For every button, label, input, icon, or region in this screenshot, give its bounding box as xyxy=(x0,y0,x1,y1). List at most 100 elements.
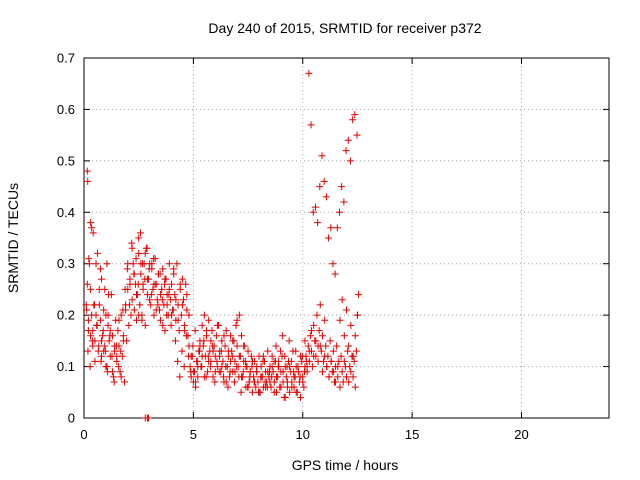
data-point xyxy=(141,321,149,329)
data-point xyxy=(87,285,95,293)
data-point xyxy=(178,275,186,283)
data-point xyxy=(322,193,330,201)
data-point xyxy=(355,291,363,299)
data-point xyxy=(163,301,171,309)
data-point xyxy=(320,177,328,185)
data-point xyxy=(105,291,112,299)
data-point xyxy=(92,260,100,268)
data-point xyxy=(327,224,335,232)
data-point xyxy=(305,69,313,77)
data-point xyxy=(196,347,203,355)
data-point xyxy=(268,373,276,381)
data-point xyxy=(115,363,123,371)
data-point xyxy=(101,347,109,355)
data-point xyxy=(311,203,319,211)
data-point xyxy=(181,327,189,335)
data-point xyxy=(248,363,256,371)
data-point xyxy=(308,327,315,335)
x-tick-label: 5 xyxy=(190,427,197,442)
data-point xyxy=(264,347,272,355)
data-point xyxy=(240,342,248,350)
data-point xyxy=(279,332,287,340)
data-point xyxy=(130,270,138,278)
y-tick-label: 0.3 xyxy=(57,256,75,271)
data-point xyxy=(336,383,344,391)
data-point xyxy=(115,316,123,324)
data-point xyxy=(343,306,350,314)
x-tick-label: 0 xyxy=(80,427,87,442)
data-point xyxy=(250,378,258,386)
data-points xyxy=(83,69,363,422)
data-point xyxy=(93,321,101,329)
data-point xyxy=(263,383,271,391)
data-point xyxy=(189,342,197,350)
data-point xyxy=(296,373,304,381)
data-point xyxy=(136,301,144,309)
data-point xyxy=(351,383,359,391)
y-tick-label: 0 xyxy=(68,411,75,426)
data-point xyxy=(98,337,105,345)
data-point xyxy=(336,208,343,216)
data-point xyxy=(340,357,348,365)
data-point xyxy=(168,280,175,288)
y-axis-title: SRMTID / TECUs xyxy=(5,183,21,293)
data-point xyxy=(99,332,107,340)
data-point xyxy=(87,219,95,227)
data-point xyxy=(94,249,102,257)
data-point xyxy=(97,357,105,365)
data-point xyxy=(163,311,171,319)
data-point xyxy=(329,347,337,355)
data-point xyxy=(327,357,335,365)
data-point xyxy=(281,393,289,401)
data-point xyxy=(312,337,320,345)
data-point xyxy=(315,327,323,335)
data-point xyxy=(193,357,201,365)
data-point xyxy=(304,342,312,350)
data-point xyxy=(306,332,314,340)
data-point xyxy=(353,311,361,319)
data-point xyxy=(138,316,146,324)
data-point xyxy=(92,311,100,319)
data-point xyxy=(261,378,269,386)
data-point xyxy=(128,296,136,304)
data-point xyxy=(167,321,175,329)
y-tick-label: 0.1 xyxy=(57,359,75,374)
data-point xyxy=(351,111,359,119)
data-point xyxy=(333,342,341,350)
data-point xyxy=(342,147,350,155)
data-point xyxy=(241,357,249,365)
data-point xyxy=(206,363,214,371)
data-point xyxy=(216,352,224,360)
data-point xyxy=(226,368,234,376)
data-point xyxy=(268,352,276,360)
data-point xyxy=(224,383,232,391)
data-point xyxy=(171,337,179,345)
data-point xyxy=(301,368,308,376)
data-point xyxy=(85,255,93,263)
data-point xyxy=(152,306,160,314)
data-point xyxy=(83,167,91,175)
data-point xyxy=(91,357,99,365)
data-point xyxy=(285,337,293,345)
data-point xyxy=(318,332,326,340)
data-point xyxy=(104,368,112,376)
data-point xyxy=(294,363,302,371)
data-point xyxy=(310,352,318,360)
data-point xyxy=(128,239,136,247)
data-point xyxy=(102,363,110,371)
data-point xyxy=(215,368,223,376)
data-point xyxy=(157,316,165,324)
data-point xyxy=(120,378,128,386)
data-point xyxy=(146,296,154,304)
data-point xyxy=(297,393,305,401)
data-point xyxy=(180,363,188,371)
data-point xyxy=(204,368,212,376)
data-point xyxy=(286,388,294,396)
data-point xyxy=(176,280,184,288)
data-point xyxy=(340,198,348,206)
data-point xyxy=(172,296,180,304)
data-point xyxy=(222,327,230,335)
data-point xyxy=(349,352,357,360)
data-point xyxy=(141,275,149,283)
